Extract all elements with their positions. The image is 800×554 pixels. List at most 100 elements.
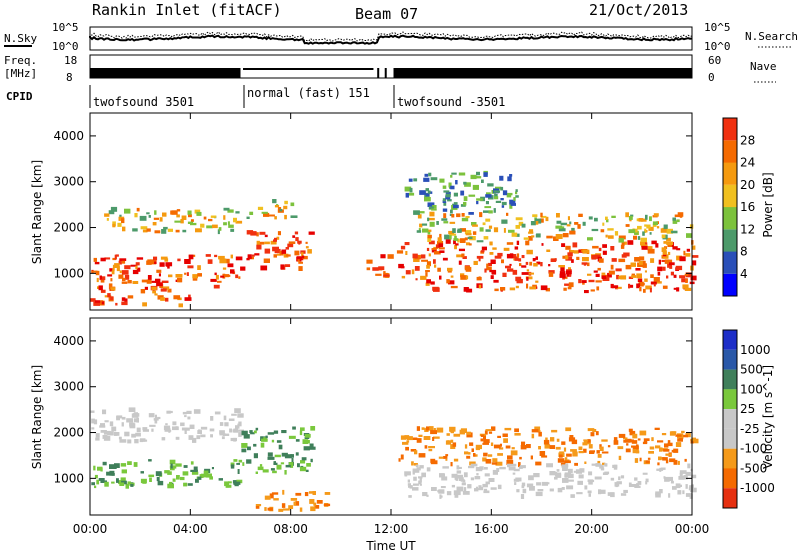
range-gate-cell	[468, 194, 476, 197]
range-gate-cell	[428, 448, 433, 452]
range-gate-cell	[661, 259, 667, 262]
range-gate-cell	[669, 431, 676, 436]
range-gate-cell	[445, 454, 449, 457]
range-gate-cell	[623, 437, 628, 440]
range-gate-cell	[250, 231, 257, 236]
range-gate-cell	[607, 228, 614, 231]
range-gate-cell	[445, 239, 451, 244]
colorbar-swatch	[723, 251, 737, 274]
range-gate-cell	[513, 197, 516, 201]
range-gate-cell	[550, 258, 556, 262]
range-gate-cell	[218, 478, 223, 481]
range-gate-cell	[91, 418, 95, 424]
range-gate-cell	[488, 225, 493, 229]
range-gate-cell	[126, 418, 133, 423]
range-gate-cell	[564, 460, 571, 464]
noise-right-tick-top: 10^5	[704, 21, 731, 34]
range-gate-cell	[153, 256, 158, 261]
range-gate-cell	[238, 421, 242, 427]
range-gate-cell	[488, 431, 493, 434]
range-gate-cell	[441, 476, 448, 481]
range-gate-cell	[622, 241, 627, 245]
range-gate-cell	[228, 418, 235, 421]
range-gate-cell	[575, 469, 582, 474]
range-gate-cell	[632, 449, 639, 454]
range-gate-cell	[456, 254, 463, 258]
range-gate-cell	[555, 446, 561, 450]
range-gate-cell	[95, 433, 100, 438]
range-gate-cell	[656, 468, 664, 471]
range-gate-cell	[304, 492, 309, 497]
range-gate-cell	[227, 209, 234, 213]
range-gate-cell	[192, 437, 197, 443]
range-gate-cell	[461, 253, 465, 258]
range-gate-cell	[526, 283, 529, 289]
range-gate-cell	[515, 276, 522, 282]
range-gate-cell	[625, 264, 632, 270]
colorbar-swatch	[723, 118, 737, 141]
range-gate-cell	[427, 231, 431, 235]
range-gate-cell	[418, 453, 426, 458]
range-gate-cell	[627, 439, 634, 443]
range-gate-cell	[642, 231, 645, 236]
range-gate-cell	[396, 250, 404, 254]
range-gate-cell	[691, 260, 697, 266]
range-gate-cell	[587, 262, 590, 267]
range-gate-cell	[422, 228, 429, 233]
range-gate-cell	[483, 435, 486, 440]
range-gate-cell	[136, 427, 141, 433]
range-gate-cell	[528, 475, 534, 481]
range-gate-cell	[154, 414, 157, 420]
range-gate-cell	[541, 455, 548, 458]
range-gate-cell	[546, 235, 553, 239]
range-gate-cell	[184, 259, 191, 264]
range-gate-cell	[515, 195, 519, 198]
range-gate-cell	[476, 240, 484, 243]
range-gate-cell	[233, 428, 238, 433]
range-gate-cell	[156, 282, 163, 287]
range-gate-cell	[172, 478, 176, 482]
range-gate-cell	[197, 265, 201, 270]
range-gate-cell	[158, 273, 161, 277]
range-gate-cell	[667, 442, 673, 447]
range-gate-cell	[625, 212, 629, 218]
colorbar-swatch	[723, 389, 737, 410]
range-gate-cell	[514, 256, 519, 261]
range-gate-cell	[94, 474, 98, 479]
range-gate-cell	[610, 264, 614, 270]
range-gate-cell	[438, 243, 444, 247]
range-gate-cell	[147, 259, 152, 264]
range-gate-cell	[418, 480, 422, 485]
range-gate-cell	[430, 281, 435, 285]
range-gate-cell	[135, 262, 140, 266]
range-gate-cell	[467, 236, 473, 240]
range-gate-cell	[501, 205, 505, 208]
range-gate-cell	[148, 413, 155, 418]
range-gate-cell	[691, 474, 697, 479]
range-gate-cell	[566, 453, 572, 457]
range-gate-cell	[412, 487, 419, 491]
range-gate-cell	[481, 179, 484, 183]
range-gate-cell	[484, 268, 487, 273]
range-gate-cell	[109, 421, 114, 427]
range-gate-cell	[154, 210, 157, 215]
range-gate-cell	[563, 447, 567, 452]
range-gate-cell	[526, 483, 534, 488]
range-gate-cell	[307, 249, 312, 254]
range-gate-cell	[526, 276, 529, 281]
range-gate-cell	[238, 429, 244, 432]
range-gate-cell	[618, 433, 626, 438]
range-gate-cell	[563, 287, 567, 291]
range-gate-cell	[604, 463, 608, 467]
colorbar-tick-label: 24	[740, 156, 755, 170]
range-gate-cell	[400, 435, 407, 440]
range-gate-cell	[502, 190, 508, 196]
noise-left-tick-top: 10^5	[52, 21, 79, 34]
range-gate-cell	[497, 453, 503, 456]
range-gate-cell	[447, 199, 452, 202]
range-gate-cell	[587, 479, 593, 482]
range-gate-cell	[476, 198, 483, 201]
velocity-colorbar-label: Velocity [m s^-1]	[761, 365, 775, 469]
range-gate-cell	[136, 417, 139, 423]
range-gate-cell	[260, 442, 265, 448]
